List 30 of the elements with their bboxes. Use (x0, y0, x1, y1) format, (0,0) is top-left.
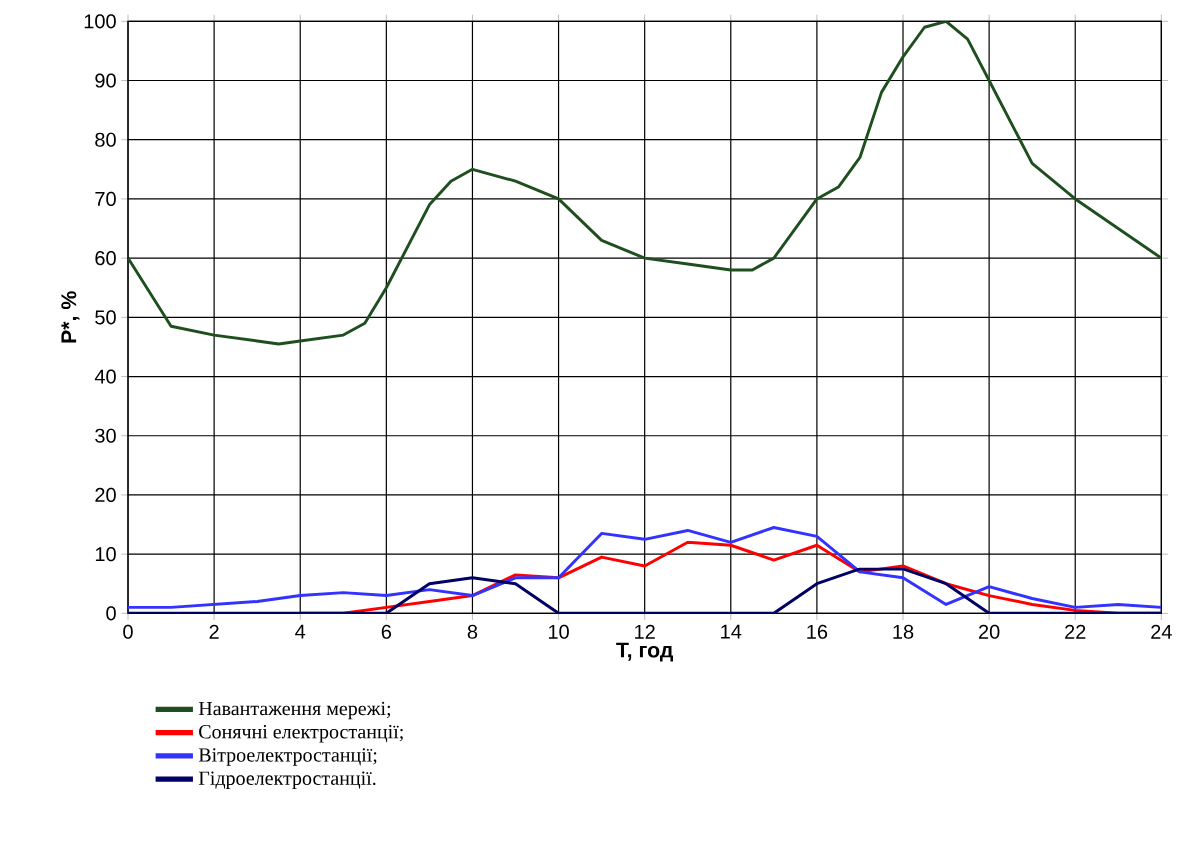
x-tick-label: 24 (1151, 624, 1172, 639)
legend-label: Вітроелектростанції; (198, 748, 377, 766)
x-tick-label: 2 (209, 624, 219, 639)
x-tick-label: 22 (1065, 624, 1086, 639)
x-axis-title: T, год (616, 642, 674, 662)
y-tick-label: 40 (94, 369, 116, 384)
y-tick-label: 0 (106, 606, 116, 621)
x-tick-label: 20 (979, 624, 1000, 639)
x-tick-label: 18 (893, 624, 914, 639)
y-tick-label: 30 (95, 428, 116, 443)
y-tick-label: 80 (95, 132, 116, 147)
x-tick-label: 16 (807, 624, 828, 639)
y-tick-label: 70 (95, 191, 116, 206)
x-tick-label: 0 (123, 624, 133, 639)
x-tick-label: 14 (721, 624, 742, 639)
y-tick-label: 60 (95, 250, 116, 266)
x-tick-label: 6 (381, 624, 392, 639)
y-tick-label: 90 (95, 73, 116, 88)
legend-label: Гідроелектростанції. (198, 771, 376, 789)
legend-label: Навантаження мережі; (198, 701, 391, 720)
legend-label: Сонячні електростанції; (199, 724, 403, 743)
x-tick-label: 10 (548, 624, 569, 639)
y-tick-label: 10 (95, 546, 116, 562)
y-tick-label: 20 (95, 487, 116, 502)
x-tick-label: 8 (467, 624, 478, 639)
y-tick-label: 50 (95, 310, 116, 325)
x-tick-label: 4 (295, 624, 306, 639)
y-tick-label: 100 (84, 14, 116, 29)
y-axis-title: P*, % (61, 291, 80, 343)
x-tick-label: 12 (635, 624, 655, 639)
